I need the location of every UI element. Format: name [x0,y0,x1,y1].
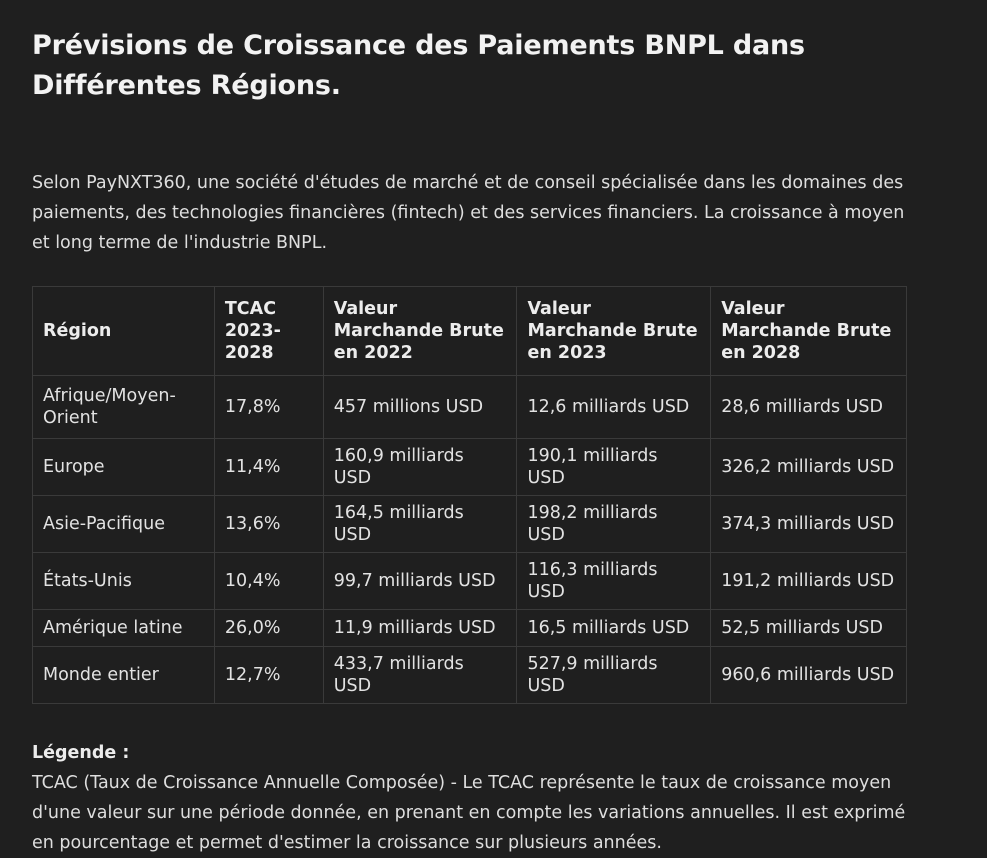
cell-value-2028: 374,3 milliards USD [710,495,907,553]
cell-value-2023: 190,1 milliards USD [516,438,712,496]
cell-value-2028: 960,6 milliards USD [710,646,907,704]
cell-value-2028: 191,2 milliards USD [710,552,907,610]
cell-value-2022: 457 millions USD [322,375,518,439]
cell-tcac: 12,7% [213,646,324,704]
column-header-tcac: TCAC 2023-2028 [213,286,324,376]
intro-paragraph: Selon PayNXT360, une société d'études de… [32,173,905,253]
cell-tcac: 26,0% [213,609,324,647]
legend-title: Légende : [32,743,130,763]
cell-value-2023: 527,9 milliards USD [516,646,712,704]
cell-value-2022: 160,9 milliards USD [322,438,518,496]
cell-region: Europe [32,438,215,496]
column-header-value-2023: Valeur Marchande Brute en 2023 [516,286,712,376]
cell-value-2022: 164,5 milliards USD [322,495,518,553]
document: Prévisions de Croissance des Paiements B… [32,26,912,858]
cell-value-2023: 12,6 milliards USD [516,375,712,439]
column-header-value-2028: Valeur Marchande Brute en 2028 [710,286,907,376]
table-row: Asie-Pacifique 13,6% 164,5 milliards USD… [32,495,907,553]
page-title: Prévisions de Croissance des Paiements B… [32,30,805,101]
table-header-row: Région TCAC 2023-2028 Valeur Marchande B… [32,286,907,376]
growth-table: Région TCAC 2023-2028 Valeur Marchande B… [32,286,907,704]
cell-value-2028: 326,2 milliards USD [710,438,907,496]
table-row: Amérique latine 26,0% 11,9 milliards USD… [32,609,907,647]
column-header-value-2022: Valeur Marchande Brute en 2022 [322,286,518,376]
table-row: Europe 11,4% 160,9 milliards USD 190,1 m… [32,438,907,496]
column-header-region: Région [32,286,215,376]
cell-value-2023: 16,5 milliards USD [516,609,712,647]
table-row: Afrique/Moyen-Orient 17,8% 457 millions … [32,375,907,439]
cell-tcac: 11,4% [213,438,324,496]
cell-value-2028: 52,5 milliards USD [710,609,907,647]
cell-value-2022: 99,7 milliards USD [322,552,518,610]
table-row: Monde entier 12,7% 433,7 milliards USD 5… [32,646,907,704]
cell-region: Monde entier [32,646,215,704]
cell-region: Amérique latine [32,609,215,647]
cell-tcac: 13,6% [213,495,324,553]
cell-region: Afrique/Moyen-Orient [32,375,215,439]
cell-value-2022: 11,9 milliards USD [322,609,518,647]
table-row: États-Unis 10,4% 99,7 milliards USD 116,… [32,552,907,610]
cell-value-2022: 433,7 milliards USD [322,646,518,704]
legend-text: TCAC (Taux de Croissance Annuelle Compos… [32,773,906,853]
cell-region: États-Unis [32,552,215,610]
cell-tcac: 10,4% [213,552,324,610]
cell-value-2023: 198,2 milliards USD [516,495,712,553]
cell-tcac: 17,8% [213,375,324,439]
cell-value-2028: 28,6 milliards USD [710,375,907,439]
cell-region: Asie-Pacifique [32,495,215,553]
cell-value-2023: 116,3 milliards USD [516,552,712,610]
legend-section: Légende : TCAC (Taux de Croissance Annue… [32,738,912,858]
